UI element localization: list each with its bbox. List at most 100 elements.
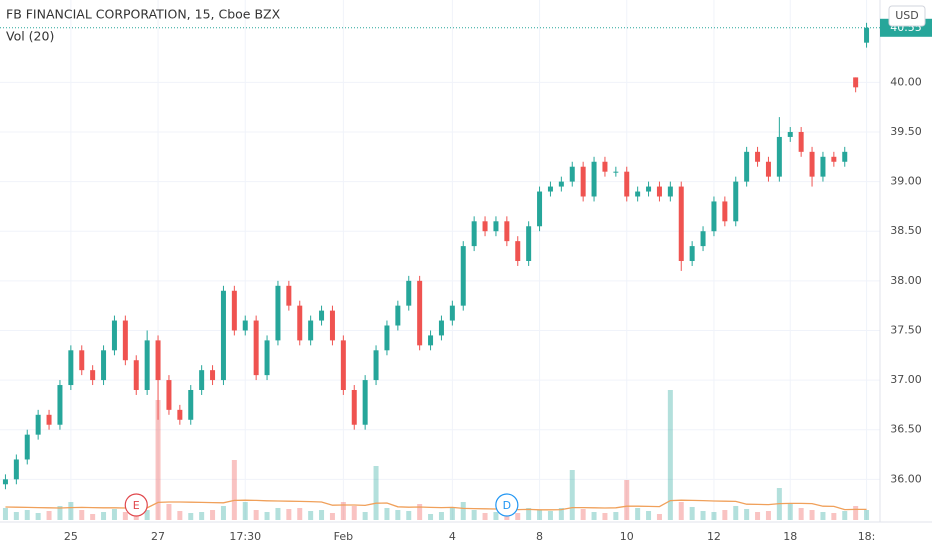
candle-body [831, 156, 837, 162]
candle-body [188, 390, 194, 420]
volume-bar [853, 506, 859, 520]
volume-bar [199, 512, 205, 520]
volume-bar [755, 512, 761, 520]
candle-body [842, 151, 848, 162]
candle-body [46, 414, 52, 425]
volume-bar [395, 510, 401, 520]
candle-body [373, 350, 379, 381]
volume-bar [482, 513, 488, 520]
y-tick-label: 37.00 [890, 373, 922, 386]
candle-body [526, 226, 532, 261]
volume-bar [362, 512, 368, 520]
volume-bar [308, 511, 314, 520]
volume-bar [515, 513, 521, 520]
candle-body [776, 136, 782, 177]
candle-body [504, 221, 510, 242]
volume-bar [526, 508, 532, 520]
volume-bar [798, 508, 804, 520]
volume-bar [733, 506, 739, 520]
x-tick-label: 8 [536, 530, 543, 543]
volume-bar [809, 510, 815, 520]
volume-bar [591, 512, 597, 520]
candle-body [765, 161, 771, 177]
x-tick-label: 25 [64, 530, 78, 543]
candle-body [755, 151, 761, 162]
candle-body [35, 414, 41, 435]
volume-bar [122, 512, 128, 520]
candle-body [624, 171, 630, 197]
volume-bar [602, 513, 608, 520]
x-tick-label: 18: [858, 530, 876, 543]
candle-body [351, 390, 357, 425]
candle-body [537, 191, 543, 227]
candle-body [417, 280, 423, 346]
volume-bar [689, 507, 695, 520]
candle-body [177, 409, 183, 420]
volume-bar [864, 510, 870, 520]
candle-body [438, 320, 444, 336]
volume-bar [90, 514, 96, 520]
volume-bar [340, 502, 346, 520]
candle-body [853, 77, 859, 88]
candle-body [613, 171, 619, 173]
volume-bar [351, 506, 357, 520]
candle-body [646, 186, 652, 192]
candle-body [264, 340, 270, 376]
candle-body [308, 320, 314, 341]
volume-bar [220, 506, 226, 520]
event-marker[interactable] [495, 493, 519, 517]
currency-box[interactable] [888, 5, 926, 27]
x-tick-label: 4 [449, 530, 456, 543]
volume-bar [417, 504, 423, 520]
candle-body [101, 350, 107, 381]
candle-body [253, 320, 259, 376]
volume-bar [493, 512, 499, 520]
candle-body [210, 370, 216, 381]
volume-bar [667, 390, 673, 520]
volume-bar [558, 508, 564, 520]
candle-body [700, 231, 706, 247]
candle-body [79, 350, 85, 371]
candle-body [395, 305, 401, 326]
y-tick-label: 40.00 [890, 75, 922, 88]
volume-bar [188, 513, 194, 520]
volume-bar [820, 512, 826, 520]
volume-bar [253, 510, 259, 520]
candle-body [13, 459, 19, 480]
candle-body [133, 360, 139, 390]
candle-body [449, 305, 455, 321]
candle-body [798, 131, 804, 152]
chart-title: FB FINANCIAL CORPORATION, 15, Cboe BZX [6, 7, 281, 22]
candle-body [602, 161, 608, 172]
candle-body [144, 340, 150, 390]
candle-body [111, 320, 117, 351]
candle-body [242, 320, 248, 331]
volume-bar [580, 509, 586, 520]
volume-bar [547, 511, 553, 520]
candle-body [297, 305, 303, 341]
y-tick-label: 36.50 [890, 423, 922, 436]
candle-body [689, 246, 695, 261]
candle-body [515, 241, 521, 261]
volume-bar [831, 513, 837, 520]
volume-bar [842, 511, 848, 520]
y-tick-label: 38.00 [890, 274, 922, 287]
volume-bar [449, 507, 455, 520]
y-tick-label: 36.00 [890, 472, 922, 485]
volume-bar [428, 514, 434, 520]
volume-bar [569, 470, 575, 520]
candle-body [319, 310, 325, 321]
candle-body [166, 380, 172, 410]
candle-body [406, 280, 412, 306]
candle-body [733, 181, 739, 222]
y-tick-label: 39.50 [890, 125, 922, 138]
volume-bar [144, 510, 150, 520]
event-marker[interactable] [124, 493, 148, 517]
volume-bar [678, 502, 684, 520]
candle-body [199, 370, 205, 390]
volume-bar [700, 511, 706, 520]
candle-body [340, 340, 346, 390]
volume-bar [646, 511, 652, 520]
volume-bar [35, 513, 41, 520]
